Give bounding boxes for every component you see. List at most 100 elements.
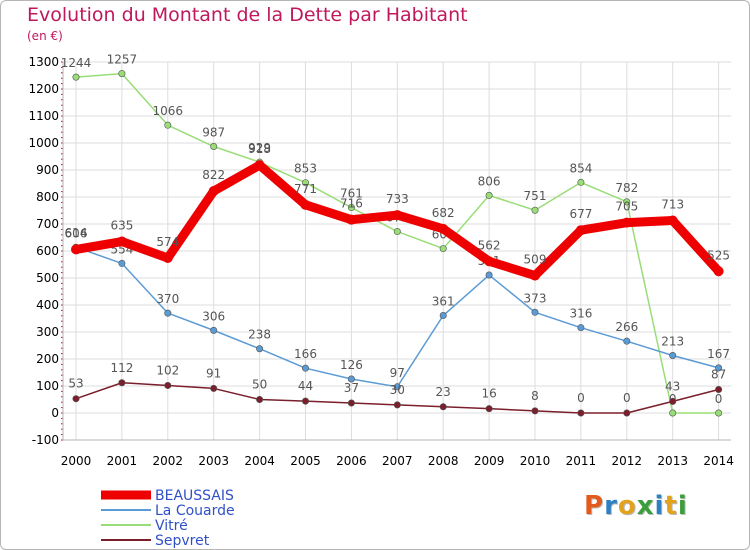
y-tick-label: 500 — [36, 271, 59, 285]
y-tick-label: 1300 — [28, 55, 59, 69]
data-label: 614 — [65, 226, 88, 240]
legend-label: BEAUSSAIS — [155, 488, 234, 504]
x-tick-label: 2007 — [382, 454, 413, 468]
data-point — [485, 191, 493, 199]
data-point — [715, 386, 723, 394]
data-point — [347, 399, 355, 407]
data-label: 1257 — [107, 53, 138, 67]
data-label: 43 — [665, 379, 680, 393]
data-label: 373 — [524, 291, 547, 305]
data-point — [715, 364, 723, 372]
x-tick-label: 2013 — [657, 454, 688, 468]
data-label: 806 — [478, 174, 501, 188]
data-point — [72, 73, 80, 81]
y-tick-label: 0 — [51, 406, 59, 420]
data-point — [301, 397, 309, 405]
data-label: 102 — [156, 363, 179, 377]
data-point — [346, 214, 357, 225]
data-point — [713, 266, 724, 277]
data-point — [485, 271, 493, 279]
data-point — [393, 228, 401, 236]
data-point — [715, 409, 723, 417]
data-label: 167 — [707, 347, 730, 361]
data-point — [393, 383, 401, 391]
data-label: 713 — [661, 197, 684, 211]
data-label: 853 — [294, 162, 317, 176]
data-label: 361 — [432, 295, 455, 309]
data-point — [667, 215, 678, 226]
data-point — [575, 225, 586, 236]
data-label: 238 — [248, 328, 271, 342]
data-point — [577, 324, 585, 332]
data-point — [118, 70, 126, 78]
data-point — [118, 379, 126, 387]
data-point — [164, 121, 172, 129]
y-tick-label: 1200 — [28, 82, 59, 96]
data-label: 771 — [294, 182, 317, 196]
data-point — [210, 143, 218, 151]
data-label: 677 — [569, 207, 592, 221]
data-label: 30 — [390, 383, 405, 397]
legend-label: Sepvret — [155, 533, 210, 549]
chart-subtitle: (en €) — [27, 29, 63, 43]
x-tick-label: 2008 — [428, 454, 459, 468]
data-point — [71, 244, 81, 255]
data-point — [162, 253, 173, 264]
y-tick-label: 600 — [36, 244, 59, 258]
data-label: 918 — [248, 142, 271, 156]
data-point — [531, 206, 539, 214]
data-label: 50 — [252, 378, 267, 392]
x-tick-label: 2004 — [244, 454, 275, 468]
y-tick-label: -100 — [32, 433, 59, 447]
logo-letter: i — [677, 491, 688, 521]
logo-letter: r — [604, 491, 618, 521]
x-tick-label: 2012 — [612, 454, 643, 468]
y-tick-label: 200 — [36, 352, 59, 366]
data-point — [392, 210, 403, 221]
data-label: 112 — [110, 361, 133, 375]
x-tick-label: 2002 — [153, 454, 184, 468]
data-label: 525 — [707, 248, 730, 262]
data-label: 213 — [661, 334, 684, 348]
data-point — [621, 217, 632, 228]
data-label: 1066 — [153, 104, 184, 118]
x-tick-label: 2011 — [566, 454, 597, 468]
x-tick-label: 2003 — [198, 454, 229, 468]
data-label: 509 — [524, 253, 547, 267]
data-point — [256, 345, 264, 353]
x-tick-label: 2000 — [61, 454, 92, 468]
data-label: 87 — [711, 368, 726, 382]
y-tick-label: 900 — [36, 163, 59, 177]
data-point — [623, 337, 631, 345]
data-label: 733 — [386, 192, 409, 206]
y-tick-label: 700 — [36, 217, 59, 231]
x-tick-label: 2005 — [290, 454, 321, 468]
data-label: 266 — [615, 320, 638, 334]
data-point — [669, 397, 677, 405]
data-label: 716 — [340, 197, 363, 211]
data-label: 37 — [344, 381, 359, 395]
data-point — [300, 199, 311, 210]
data-point — [72, 395, 80, 403]
data-label: 8 — [531, 389, 539, 403]
data-label: 0 — [577, 391, 585, 405]
legend-label: Vitré — [155, 518, 188, 534]
x-tick-label: 2010 — [520, 454, 551, 468]
x-tick-label: 2001 — [107, 454, 138, 468]
data-point — [256, 395, 264, 403]
data-point — [577, 409, 585, 417]
data-point — [210, 384, 218, 392]
x-tick-label: 2009 — [474, 454, 505, 468]
data-label: 306 — [202, 309, 225, 323]
data-label: 606 — [65, 226, 88, 240]
data-point — [531, 407, 539, 415]
data-label: 316 — [569, 307, 592, 321]
data-point — [669, 409, 677, 417]
data-point — [439, 312, 447, 320]
y-tick-label: 1100 — [28, 109, 59, 123]
data-point — [439, 245, 447, 253]
data-label: 854 — [569, 161, 592, 175]
data-point — [118, 259, 126, 267]
x-tick-label: 2014 — [703, 454, 734, 468]
